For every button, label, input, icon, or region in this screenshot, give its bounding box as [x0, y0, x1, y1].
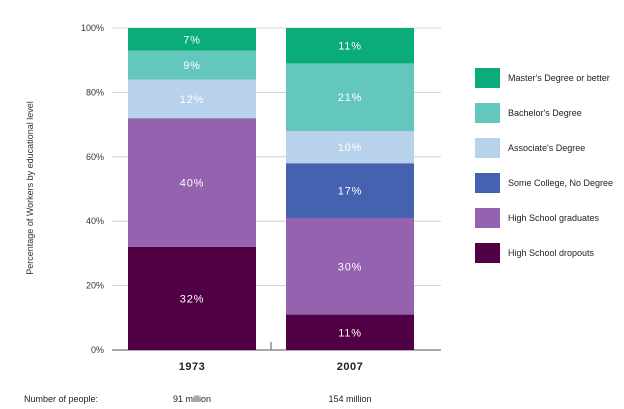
data-label: 10% — [338, 142, 362, 154]
legend-label: High School graduates — [508, 213, 600, 223]
data-label: 30% — [338, 261, 362, 273]
legend-label: Master's Degree or better — [508, 73, 610, 83]
legend: Master's Degree or better Bachelor's Degr… — [475, 68, 613, 263]
bar-segment — [286, 131, 414, 164]
footer: Number of people: 91 million 154 million — [24, 394, 372, 404]
y-axis-label: Percentage of Workers by educational lev… — [25, 101, 35, 274]
bar-segment — [128, 118, 256, 247]
data-label: 40% — [180, 178, 204, 190]
legend-label: Bachelor's Degree — [508, 108, 582, 118]
data-label: 17% — [338, 186, 362, 198]
footer-label: Number of people: — [24, 394, 98, 404]
y-tick-label: 20% — [86, 281, 104, 291]
legend-label: Associate's Degree — [508, 143, 585, 153]
y-axis-ticks: 0% 20% 40% 60% 80% 100% — [81, 23, 104, 355]
data-label: 12% — [180, 94, 204, 106]
bars: 32% 40% 12% 9% 7% 11% 30% 17% 10% 21% 11% — [128, 28, 414, 350]
legend-label: High School dropouts — [508, 248, 595, 258]
bar-segment — [128, 50, 256, 80]
data-label: 7% — [183, 34, 201, 46]
y-tick-label: 40% — [86, 216, 104, 226]
y-tick-label: 0% — [91, 345, 104, 355]
legend-swatch — [475, 103, 500, 123]
legend-swatch — [475, 208, 500, 228]
footer-value: 91 million — [173, 394, 211, 404]
bar-segment — [286, 163, 414, 218]
x-tick-label: 2007 — [337, 361, 363, 373]
legend-swatch — [475, 68, 500, 88]
bar-segment — [286, 314, 414, 350]
x-axis-categories: 1973 2007 — [179, 361, 363, 373]
data-label: 32% — [180, 293, 204, 305]
data-label: 21% — [338, 92, 362, 104]
y-tick-label: 60% — [86, 152, 104, 162]
legend-swatch — [475, 138, 500, 158]
legend-label: Some College, No Degree — [508, 178, 613, 188]
y-tick-label: 100% — [81, 23, 104, 33]
data-label: 11% — [338, 41, 362, 53]
x-tick-label: 1973 — [179, 361, 205, 373]
footer-value: 154 million — [328, 394, 371, 404]
data-label: 11% — [338, 327, 362, 339]
bar-segment — [286, 217, 414, 315]
y-tick-label: 80% — [86, 87, 104, 97]
data-label: 9% — [183, 60, 201, 72]
bar-segment — [286, 28, 414, 64]
legend-swatch — [475, 243, 500, 263]
bar-segment — [128, 246, 256, 350]
bar-segment — [128, 79, 256, 119]
bar-segment — [286, 63, 414, 132]
bar-segment — [128, 28, 256, 51]
legend-swatch — [475, 173, 500, 193]
